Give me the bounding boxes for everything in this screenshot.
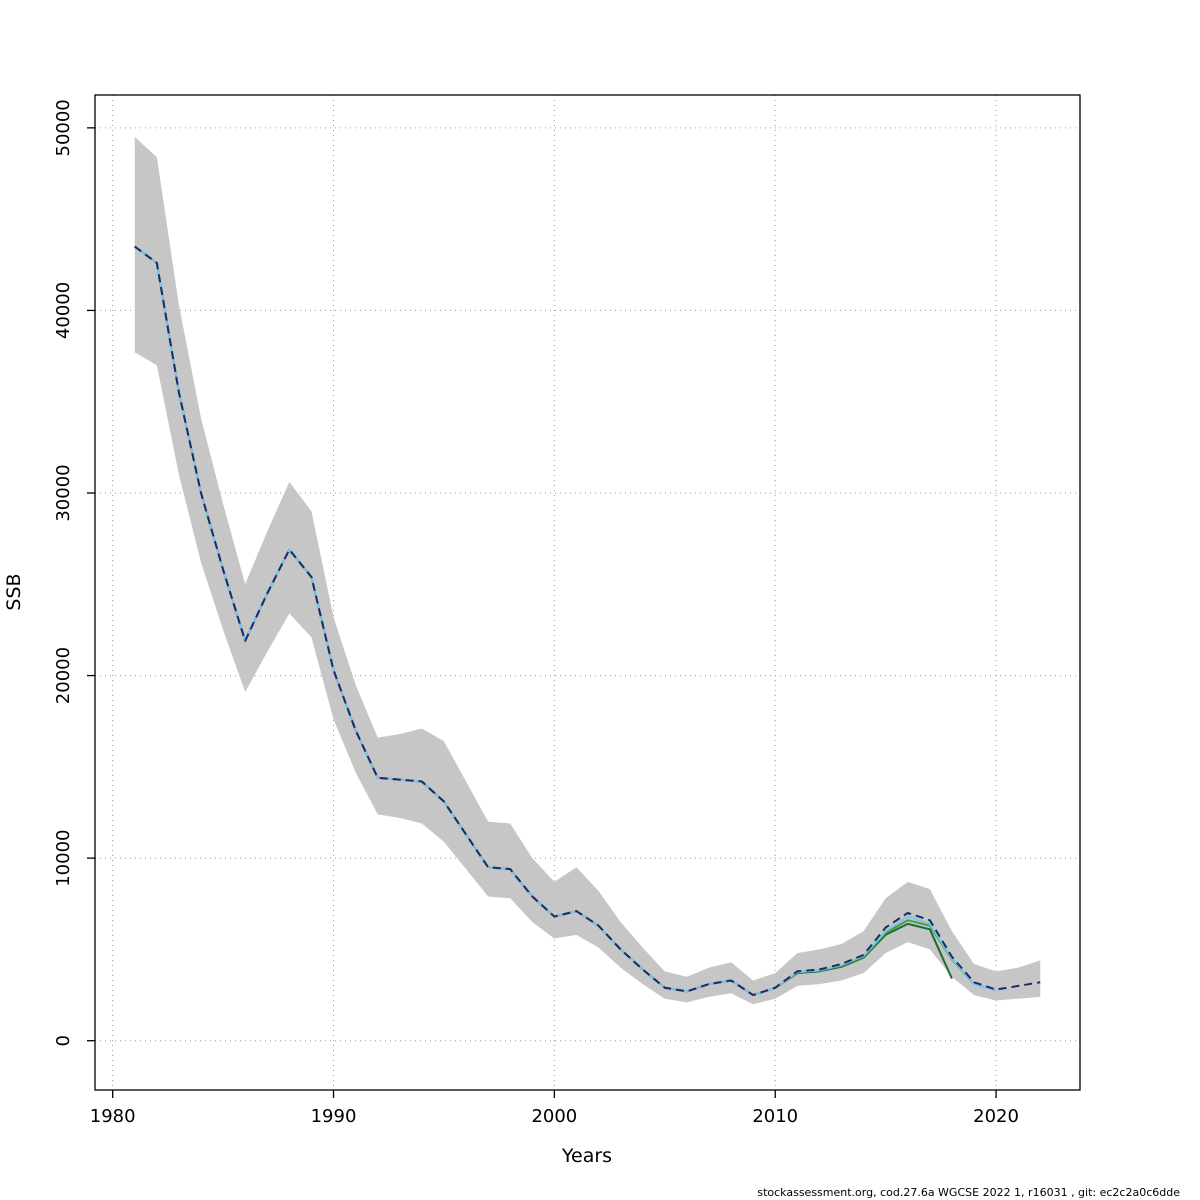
y-tick-label: 10000: [53, 830, 74, 887]
x-tick-label: 1980: [90, 1106, 136, 1127]
y-tick-label: 0: [53, 1035, 74, 1046]
grid-lines: [95, 95, 1080, 1090]
x-tick-label: 2020: [973, 1106, 1019, 1127]
x-tick-label: 1990: [311, 1106, 357, 1127]
y-tick-label: 40000: [53, 282, 74, 339]
y-tick-label: 50000: [53, 99, 74, 156]
axes: 1980 1990 2000 2010 2020 0 10000 20000 30000 4000…: [53, 94, 1081, 1127]
confidence-band: [134, 136, 1041, 1005]
series-lines: [134, 245, 1041, 997]
x-tick-label: 2000: [531, 1106, 577, 1127]
x-tick-label: 2010: [752, 1106, 798, 1127]
confidence-band-layer: [134, 136, 1041, 1005]
y-tick-label: 20000: [53, 647, 74, 704]
y-axis-label: SSB: [3, 573, 25, 610]
x-axis-label: Years: [561, 1145, 612, 1167]
plot-border: [94, 94, 1081, 1091]
footer-caption: stockassessment.org, cod.27.6a WGCSE 202…: [757, 1186, 1180, 1199]
series-line-navy-dashed: [134, 245, 1041, 997]
y-tick-label: 30000: [53, 464, 74, 521]
